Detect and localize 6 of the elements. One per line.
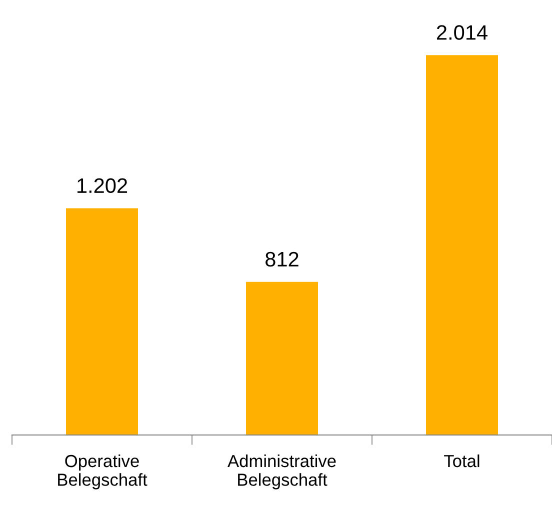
x-tick-label: Total [444,454,480,468]
data-label: 812 [266,252,298,267]
data-label: 2.014 [436,25,488,40]
x-tick-label: Administrative Belegschaft [228,454,336,490]
x-tick-label: Operative Belegschaft [58,454,148,490]
data-label: 1.202 [78,178,128,194]
